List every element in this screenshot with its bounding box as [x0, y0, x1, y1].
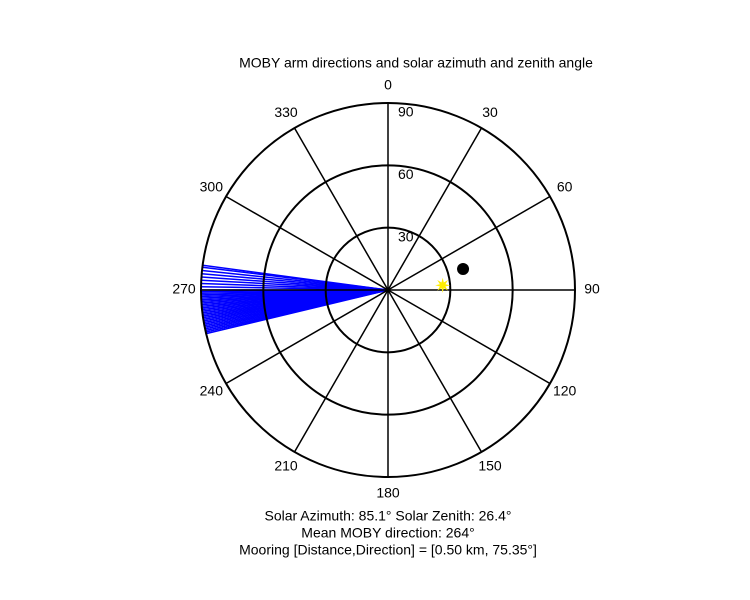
annotation: Mean MOBY direction: 264°: [301, 525, 474, 541]
theta-tick-label: 300: [200, 179, 224, 195]
spoke: [387, 289, 483, 453]
theta-tick-label: 120: [553, 383, 577, 399]
sun-marker: [435, 277, 451, 293]
theta-tick-label: 0: [384, 77, 392, 93]
spoke: [387, 127, 483, 291]
theta-tick-label: 240: [200, 383, 224, 399]
arm-direction: [202, 264, 389, 291]
spoke: [387, 289, 551, 385]
spoke: [225, 289, 389, 385]
spoke: [293, 127, 389, 291]
spoke: [293, 289, 389, 453]
theta-tick-label: 180: [376, 485, 400, 501]
annotation: Mooring [Distance,Direction] = [0.50 km,…: [239, 542, 537, 558]
theta-tick-label: 60: [557, 179, 573, 195]
spoke: [225, 195, 389, 291]
mooring-marker: [457, 263, 470, 276]
spoke: [387, 195, 551, 291]
theta-tick-label: 270: [172, 281, 196, 297]
theta-tick-label: 330: [274, 104, 298, 120]
r-tick-label: 60: [398, 166, 414, 182]
theta-tick-label: 210: [274, 457, 298, 473]
chart-title: MOBY arm directions and solar azimuth an…: [239, 55, 593, 71]
annotation: Solar Azimuth: 85.1° Solar Zenith: 26.4°: [265, 508, 512, 524]
theta-tick-label: 150: [478, 457, 502, 473]
r-tick-label: 30: [398, 228, 414, 244]
r-tick-label: 90: [398, 104, 414, 120]
theta-tick-label: 30: [482, 104, 498, 120]
theta-tick-label: 90: [584, 281, 600, 297]
